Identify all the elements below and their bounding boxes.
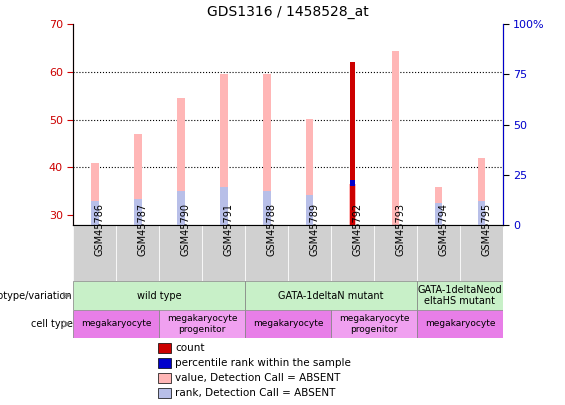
Text: GATA-1deltaNeod
eltaHS mutant: GATA-1deltaNeod eltaHS mutant (418, 285, 502, 307)
Bar (245, 225, 288, 281)
Text: GSM45789: GSM45789 (310, 203, 320, 256)
Bar (263, 75, 271, 225)
Bar (134, 198, 142, 225)
Text: GSM45794: GSM45794 (438, 203, 449, 256)
Text: value, Detection Call = ABSENT: value, Detection Call = ABSENT (175, 373, 341, 383)
Bar (158, 388, 171, 398)
Bar (331, 225, 374, 281)
Text: megakaryocyte: megakaryocyte (253, 320, 323, 328)
Bar (177, 98, 185, 225)
Bar (220, 75, 228, 225)
Bar (434, 203, 442, 225)
Bar (288, 225, 331, 281)
Text: wild type: wild type (137, 291, 181, 301)
Bar (392, 51, 399, 225)
Text: GATA-1deltaN mutant: GATA-1deltaN mutant (279, 291, 384, 301)
Bar (417, 310, 503, 338)
Bar (331, 310, 417, 338)
Bar (158, 358, 171, 368)
Title: GDS1316 / 1458528_at: GDS1316 / 1458528_at (207, 5, 369, 19)
Text: count: count (175, 343, 205, 353)
Bar (158, 373, 171, 383)
Text: GSM45793: GSM45793 (396, 203, 406, 256)
Bar (306, 195, 314, 225)
Text: rank, Detection Call = ABSENT: rank, Detection Call = ABSENT (175, 388, 336, 398)
Bar (460, 225, 503, 281)
Bar (417, 225, 460, 281)
Bar (374, 225, 417, 281)
Bar (350, 62, 355, 225)
Bar (158, 343, 171, 353)
Bar (91, 201, 99, 225)
Text: genotype/variation: genotype/variation (0, 291, 72, 301)
Text: percentile rank within the sample: percentile rank within the sample (175, 358, 351, 368)
Bar (159, 225, 202, 281)
Text: GSM45795: GSM45795 (481, 203, 492, 256)
Text: megakaryocyte
progenitor: megakaryocyte progenitor (339, 314, 409, 334)
Text: megakaryocyte
progenitor: megakaryocyte progenitor (167, 314, 237, 334)
Text: GSM45792: GSM45792 (353, 203, 363, 256)
Bar (263, 192, 271, 225)
Bar (116, 225, 159, 281)
Bar (220, 187, 228, 225)
Bar (477, 158, 485, 225)
Text: GSM45790: GSM45790 (181, 203, 191, 256)
Bar (349, 184, 357, 225)
Bar (202, 225, 245, 281)
Bar (159, 310, 245, 338)
Bar (245, 281, 417, 310)
Bar (477, 201, 485, 225)
Text: megakaryocyte: megakaryocyte (425, 320, 495, 328)
Bar (350, 180, 355, 185)
Text: GSM45787: GSM45787 (138, 203, 148, 256)
Bar (245, 310, 331, 338)
Bar (177, 192, 185, 225)
Bar (134, 134, 142, 225)
Bar (73, 225, 116, 281)
Text: GSM45786: GSM45786 (95, 203, 105, 256)
Bar (91, 163, 99, 225)
Bar (434, 187, 442, 225)
Bar (73, 281, 245, 310)
Text: cell type: cell type (31, 319, 72, 329)
Bar (306, 119, 314, 225)
Bar (417, 281, 503, 310)
Text: GSM45791: GSM45791 (224, 203, 234, 256)
Text: megakaryocyte: megakaryocyte (81, 320, 151, 328)
Bar (73, 310, 159, 338)
Text: GSM45788: GSM45788 (267, 203, 277, 256)
